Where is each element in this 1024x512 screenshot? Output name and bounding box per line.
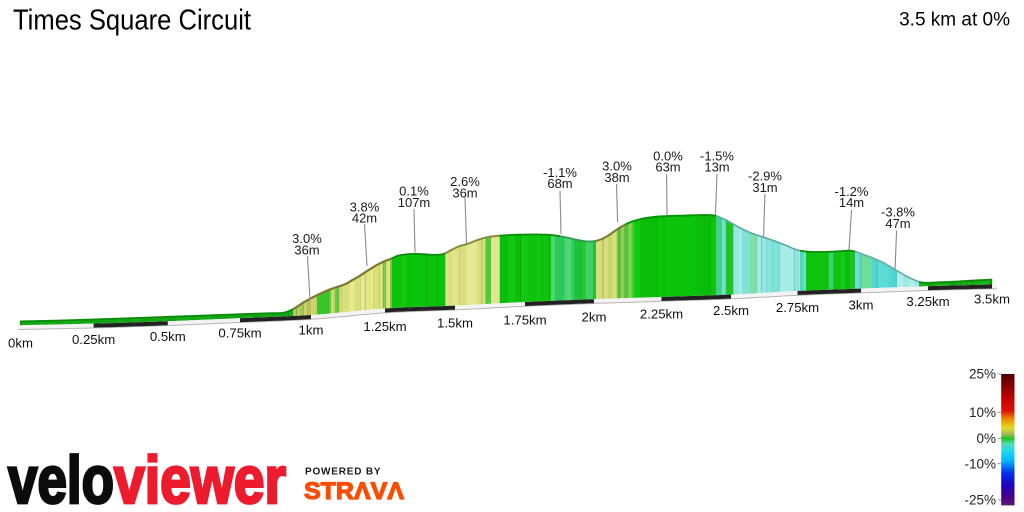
svg-text:0.5km: 0.5km: [150, 329, 186, 344]
svg-text:1.5km: 1.5km: [437, 316, 473, 331]
svg-text:-1.2%: -1.2%: [835, 184, 869, 199]
svg-text:68m: 68m: [547, 176, 572, 191]
svg-text:3.0%: 3.0%: [292, 231, 322, 246]
svg-text:-25%: -25%: [964, 493, 996, 508]
svg-text:3km: 3km: [849, 297, 874, 312]
svg-text:36m: 36m: [452, 185, 477, 200]
svg-text:0.25km: 0.25km: [72, 332, 115, 347]
svg-text:38m: 38m: [604, 170, 629, 185]
svg-text:3.5km: 3.5km: [974, 291, 1010, 306]
svg-text:2.6%: 2.6%: [450, 174, 480, 189]
svg-text:1km: 1km: [299, 322, 324, 337]
svg-text:1.75km: 1.75km: [503, 313, 546, 328]
svg-text:0.1%: 0.1%: [399, 184, 429, 199]
svg-text:2.5km: 2.5km: [713, 303, 749, 318]
svg-text:-1.1%: -1.1%: [543, 165, 577, 180]
svg-text:0.0%: 0.0%: [653, 148, 683, 163]
svg-text:107m: 107m: [398, 195, 431, 210]
svg-text:STRΛVΛ: STRΛVΛ: [304, 478, 405, 505]
svg-text:3.25km: 3.25km: [906, 294, 949, 309]
svg-text:36m: 36m: [294, 242, 319, 257]
svg-text:0km: 0km: [8, 336, 33, 351]
svg-text:3.8%: 3.8%: [350, 199, 380, 214]
svg-text:13m: 13m: [704, 160, 729, 175]
svg-text:47m: 47m: [885, 216, 910, 231]
svg-text:1.25km: 1.25km: [363, 319, 406, 334]
svg-text:2.75km: 2.75km: [776, 300, 819, 315]
svg-text:2.25km: 2.25km: [640, 306, 683, 321]
svg-text:0%: 0%: [976, 431, 996, 446]
svg-text:42m: 42m: [352, 211, 377, 226]
svg-text:-3.8%: -3.8%: [881, 204, 915, 219]
svg-text:viewer: viewer: [114, 443, 286, 512]
svg-text:3.5 km at 0%: 3.5 km at 0%: [899, 10, 1010, 31]
svg-text:-1.5%: -1.5%: [700, 148, 734, 163]
svg-text:2km: 2km: [582, 309, 607, 324]
svg-text:-10%: -10%: [964, 456, 996, 471]
svg-text:3.0%: 3.0%: [602, 159, 632, 174]
svg-text:31m: 31m: [752, 180, 777, 195]
svg-text:Times Square Circuit: Times Square Circuit: [13, 4, 251, 36]
svg-text:63m: 63m: [655, 160, 680, 175]
svg-text:0.75km: 0.75km: [218, 326, 261, 341]
svg-text:POWERED BY: POWERED BY: [305, 467, 381, 478]
svg-text:10%: 10%: [969, 405, 996, 420]
svg-text:velo: velo: [8, 443, 114, 512]
svg-text:25%: 25%: [969, 367, 996, 382]
svg-text:-2.9%: -2.9%: [748, 169, 782, 184]
svg-text:14m: 14m: [839, 195, 864, 210]
